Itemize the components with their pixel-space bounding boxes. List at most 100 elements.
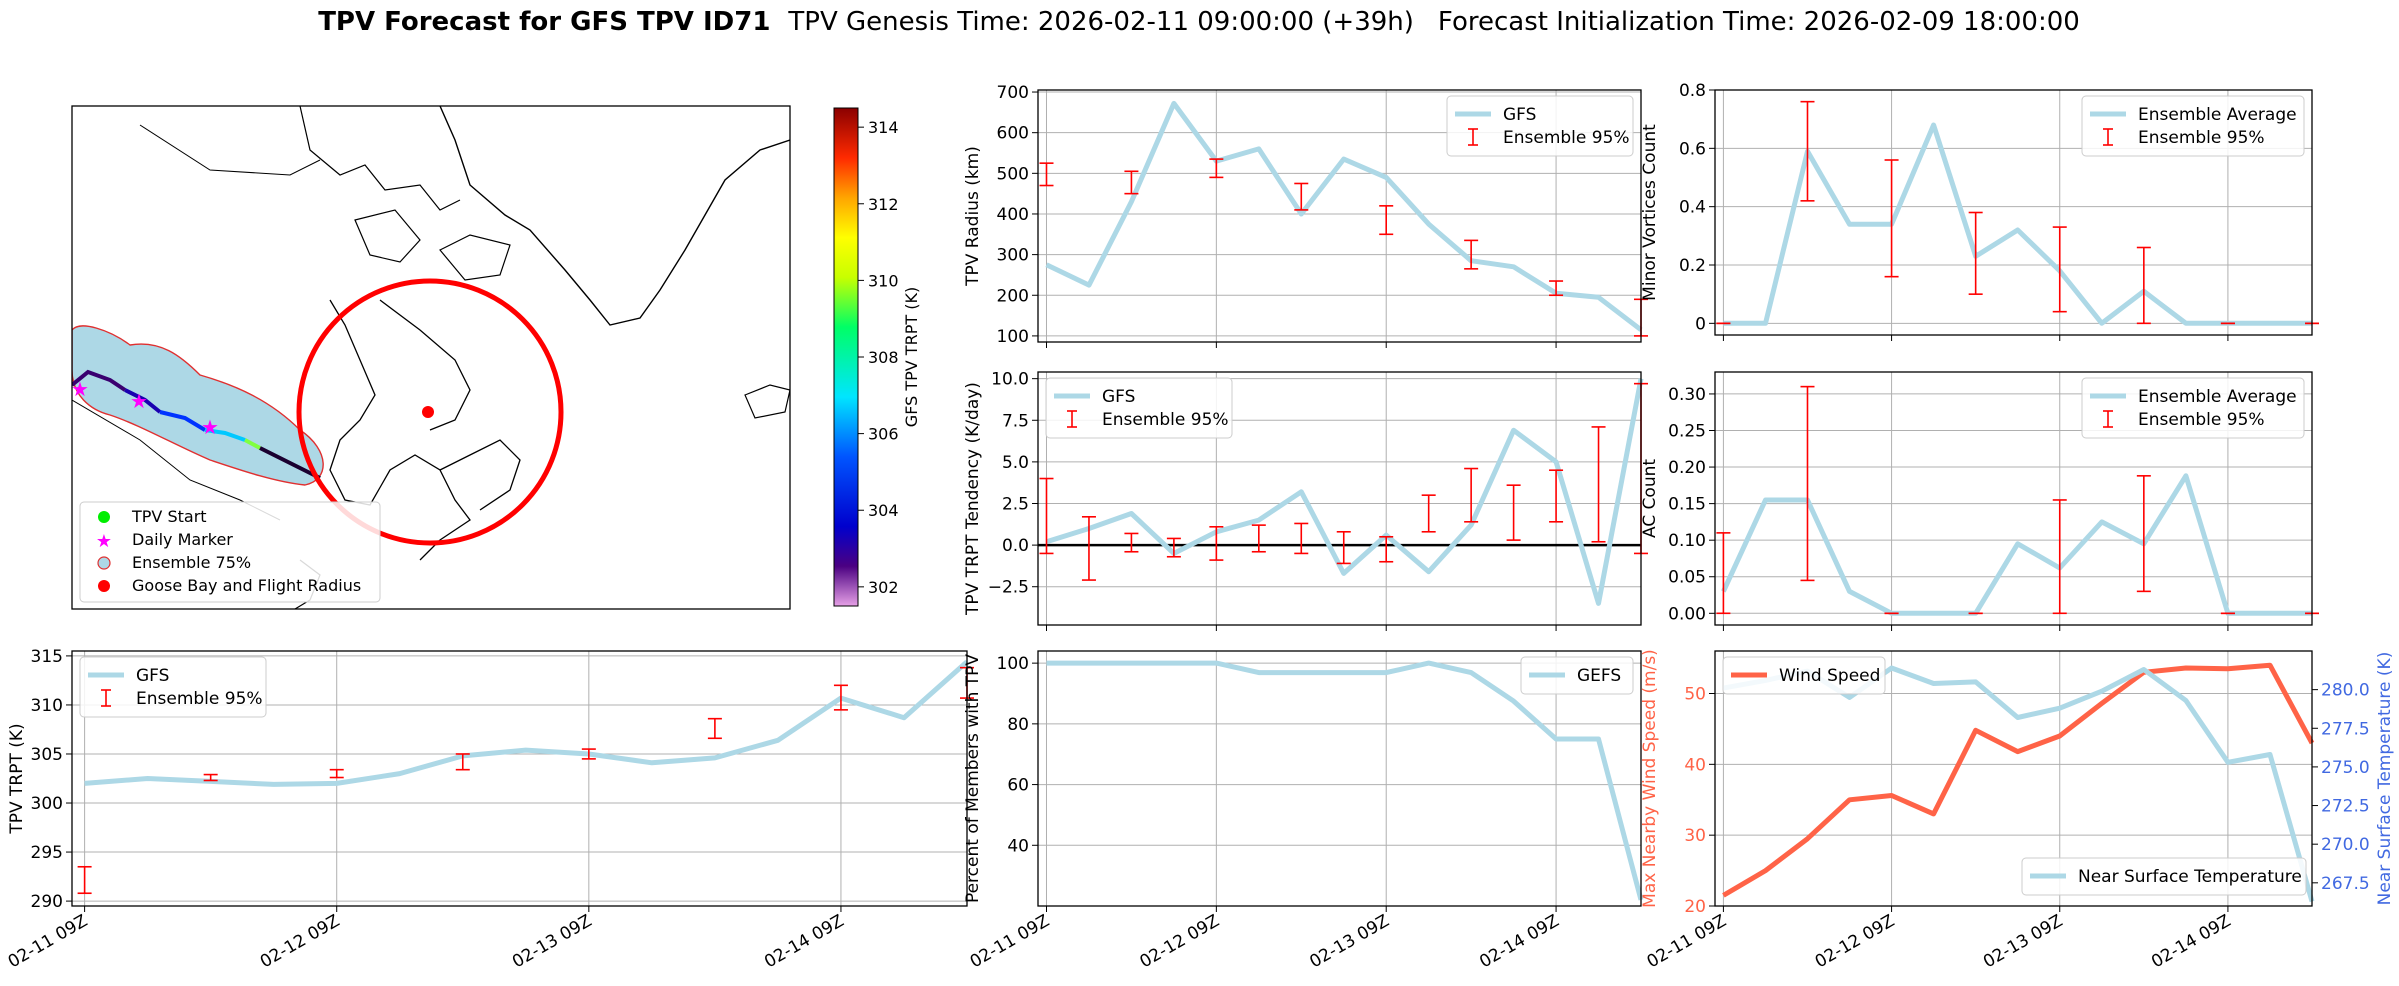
- error-bar: [1166, 537, 1181, 558]
- x-tick-label: 02-14 09Z: [2148, 911, 2234, 972]
- y-tick-label: 0.2: [1679, 256, 1706, 276]
- legend-box: [79, 656, 267, 718]
- chart-legend: Wind Speed: [1722, 656, 1886, 695]
- error-bar: [1124, 532, 1139, 553]
- error-bar: [1081, 516, 1096, 581]
- title-init: Forecast Initialization Time: 2026-02-09…: [1438, 7, 2080, 37]
- plot-frame: [1714, 371, 2313, 626]
- boundary-line: [139, 124, 321, 176]
- y-tick-label: 700: [997, 83, 1029, 103]
- legend-label-goose-bay: Goose Bay and Flight Radius: [132, 576, 361, 595]
- legend-label: Ensemble 95%: [1503, 128, 1630, 148]
- map-panel: ★ ★ ★ TPV Start ★ Daily Marker Ensemble …: [71, 105, 921, 610]
- y-tick-label: 0.25: [1668, 421, 1706, 441]
- y-tick-label: 2.5: [1002, 494, 1029, 514]
- goose-bay-legend-icon: [98, 580, 110, 592]
- y-tick-label: 0.10: [1668, 531, 1706, 551]
- legend-label: Ensemble Average: [2138, 105, 2297, 125]
- y-tick-label: 305: [31, 745, 63, 765]
- y-tick-label: 0.00: [1668, 604, 1706, 624]
- y2-tick-label: 270.0: [2321, 835, 2370, 855]
- colorbar-ticks: 302 304 306 308 310 312 314: [858, 118, 899, 597]
- y2-tick-label: 280.0: [2321, 681, 2370, 701]
- y-tick-label: 0.20: [1668, 458, 1706, 478]
- chart-legend: GFS Ensemble 95%: [1045, 377, 1233, 439]
- chart-legend: GFS Ensemble 95%: [79, 656, 267, 718]
- map-frame: [71, 105, 791, 610]
- error-bar: [2052, 499, 2067, 615]
- y2-tick-label: 277.5: [2321, 719, 2370, 739]
- chart-minor: 0 0.2 0.4 0.6 0.8 Minor Vortices Count Ensembl…: [1640, 81, 2319, 341]
- greenland-coastline: [439, 106, 790, 326]
- colorbar-tick-label: 308: [868, 348, 899, 367]
- legend-label: Ensemble Average: [2138, 387, 2297, 407]
- goose-bay-marker: [422, 406, 434, 418]
- plot-frame: [71, 650, 968, 907]
- legend-label-tpv-start: TPV Start: [131, 507, 207, 526]
- legend-label: Ensemble 95%: [2138, 410, 2265, 430]
- y-tick-label: 300: [997, 246, 1029, 266]
- colorbar-label: GFS TPV TRPT (K): [902, 287, 921, 427]
- plot-frame: [1714, 650, 2313, 907]
- y-tick-label: 600: [997, 124, 1029, 144]
- y-tick-label: 300: [31, 794, 63, 814]
- y-tick-label: 0: [1695, 314, 1706, 334]
- chart-legend: Ensemble Average Ensemble 95%: [2081, 95, 2305, 157]
- y-tick-label: 200: [997, 286, 1029, 306]
- x-tick-label: 02-13 09Z: [1306, 911, 1392, 972]
- x-tick-label: 02-11 09Z: [967, 911, 1053, 972]
- y-axis-label: AC Count: [1640, 459, 1660, 538]
- x-tick-label: 02-14 09Z: [1476, 911, 1562, 972]
- baffin-coastline: [379, 299, 471, 431]
- y-axis-label: Percent of Members with TPV: [963, 654, 983, 903]
- x-tick-label: 02-12 09Z: [257, 911, 343, 972]
- error-bar: [1549, 469, 1564, 523]
- y-tick-label: −2.5: [988, 578, 1029, 598]
- y-tick-label: 0.15: [1668, 495, 1706, 515]
- legend-box: [2081, 95, 2305, 157]
- legend-box: [1045, 377, 1233, 439]
- error-bar: [1209, 158, 1224, 179]
- y-axis-label: TPV Radius (km): [963, 146, 983, 287]
- error-bar: [1251, 524, 1266, 553]
- labrador-coastline: [439, 439, 521, 511]
- error-bar: [1421, 494, 1436, 533]
- error-bar: [1968, 211, 1983, 295]
- colorbar-tick-label: 304: [868, 501, 899, 520]
- y-tick-label: 7.5: [1002, 411, 1029, 431]
- error-bar: [1039, 477, 1054, 555]
- plot-frame: [1037, 89, 1642, 343]
- legend-label-daily-marker: Daily Marker: [132, 530, 233, 549]
- daily-marker-icon: ★: [201, 415, 219, 439]
- legend-box: [79, 501, 381, 603]
- daily-marker-icon: ★: [71, 377, 89, 401]
- daily-marker-icon: ★: [130, 389, 148, 413]
- arctic-island: [439, 234, 511, 281]
- error-bar: [2052, 226, 2067, 313]
- legend-label: Ensemble 95%: [1102, 410, 1229, 430]
- y-tick-label: 5.0: [1002, 453, 1029, 473]
- error-bar: [2136, 475, 2151, 593]
- legend-label: GFS: [1503, 105, 1536, 125]
- daily-marker-legend-icon: ★: [96, 531, 112, 552]
- y-tick-label: 10.0: [991, 370, 1029, 390]
- chart-ac: 0.00 0.05 0.10 0.15 0.20 0.25 0.30 AC Count Ense…: [1640, 371, 2319, 631]
- error-bar: [2136, 246, 2151, 325]
- flight-radius-circle: [296, 278, 564, 546]
- map-legend: TPV Start ★ Daily Marker Ensemble 75% Go…: [79, 501, 381, 603]
- y-tick-label: 50: [1684, 685, 1706, 705]
- track-segment: [124, 388, 162, 414]
- y-tick-label: 0.8: [1679, 81, 1706, 101]
- error-bar: [833, 684, 848, 711]
- colorbar-tick-label: 302: [868, 578, 899, 597]
- y-tick-label: 0.05: [1668, 568, 1706, 588]
- error-bar: [1464, 467, 1479, 523]
- legend-box: [2081, 377, 2305, 439]
- series-line-gfs: [1045, 100, 1643, 332]
- error-bar: [1379, 205, 1394, 236]
- y-tick-label: 400: [997, 205, 1029, 225]
- error-bar: [1124, 170, 1139, 195]
- y-tick-label: 40: [1684, 755, 1706, 775]
- y-tick-label: 60: [1007, 776, 1029, 796]
